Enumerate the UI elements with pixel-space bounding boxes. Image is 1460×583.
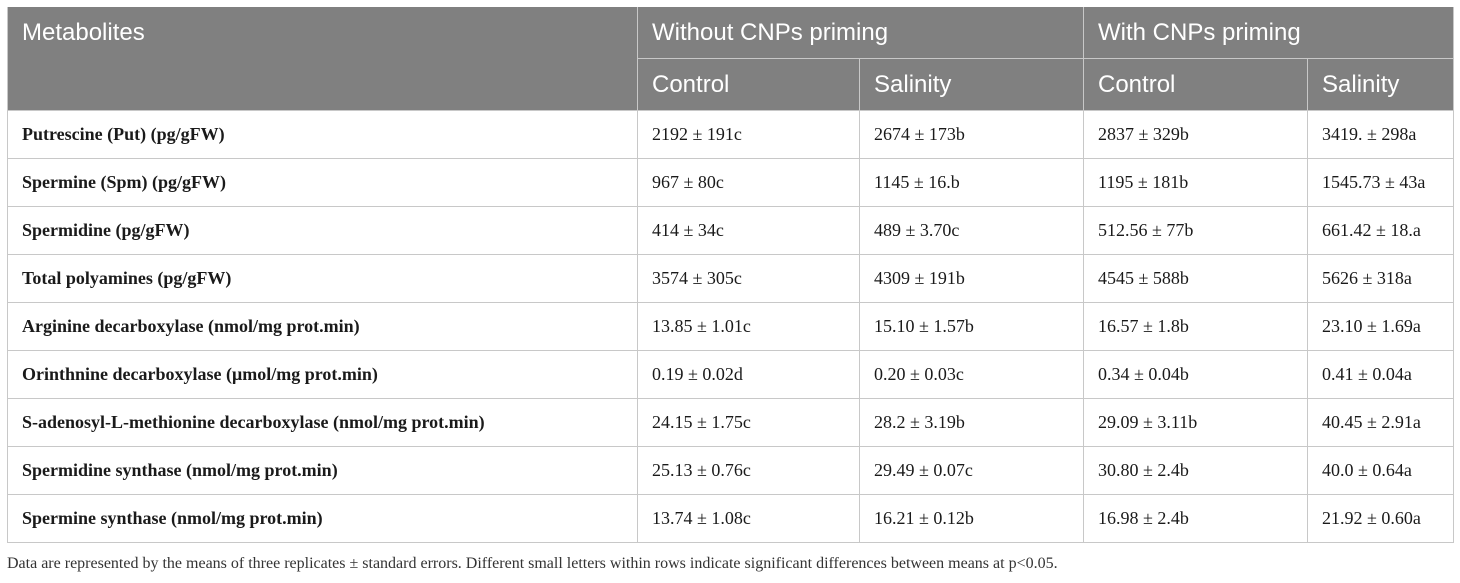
table-cell: 40.0 ± 0.64a <box>1306 446 1455 495</box>
table-cell: 24.15 ± 1.75c <box>637 398 860 447</box>
table-cell: 512.56 ± 77b <box>1083 206 1308 255</box>
table-cell: 3419. ± 298a <box>1306 110 1455 159</box>
table-cell: 30.80 ± 2.4b <box>1083 446 1308 495</box>
table-cell: 13.85 ± 1.01c <box>637 302 860 351</box>
table-cell: 28.2 ± 3.19b <box>859 398 1084 447</box>
row-label: Spermidine synthase (nmol/mg prot.min) <box>7 446 638 495</box>
table-cell: 0.19 ± 0.02d <box>637 350 860 399</box>
table-row: Spermidine (pg/gFW) 414 ± 34c 489 ± 3.70… <box>7 206 1455 255</box>
table-cell: 1145 ± 16.b <box>859 158 1084 207</box>
row-label: Orinthnine decarboxylase (μmol/mg prot.m… <box>7 350 638 399</box>
row-label: Spermidine (pg/gFW) <box>7 206 638 255</box>
with-control-header: Control <box>1083 58 1308 111</box>
table-cell: 0.34 ± 0.04b <box>1083 350 1308 399</box>
table-footnote: Data are represented by the means of thr… <box>7 555 1058 572</box>
row-label: Spermine (Spm) (pg/gFW) <box>7 158 638 207</box>
table-row: Arginine decarboxylase (nmol/mg prot.min… <box>7 302 1455 351</box>
without-control-header: Control <box>637 58 860 111</box>
table-cell: 0.41 ± 0.04a <box>1306 350 1455 399</box>
table-cell: 15.10 ± 1.57b <box>859 302 1084 351</box>
metabolites-column-header: Metabolites <box>7 7 638 111</box>
metabolites-table-container: Metabolites Without CNPs priming With CN… <box>7 7 1455 543</box>
table-cell: 16.57 ± 1.8b <box>1083 302 1308 351</box>
table-cell: 23.10 ± 1.69a <box>1306 302 1455 351</box>
table-cell: 967 ± 80c <box>637 158 860 207</box>
with-salinity-header: Salinity <box>1306 58 1455 111</box>
table-cell: 4545 ± 588b <box>1083 254 1308 303</box>
row-label: S-adenosyl-L-methionine decarboxylase (n… <box>7 398 638 447</box>
table-cell: 661.42 ± 18.a <box>1306 206 1455 255</box>
table-cell: 2674 ± 173b <box>859 110 1084 159</box>
table-header: Metabolites Without CNPs priming With CN… <box>7 7 1455 111</box>
table-row: Spermine synthase (nmol/mg prot.min) 13.… <box>7 494 1455 543</box>
table-row: Spermidine synthase (nmol/mg prot.min) 2… <box>7 446 1455 495</box>
table-cell: 4309 ± 191b <box>859 254 1084 303</box>
table-cell: 414 ± 34c <box>637 206 860 255</box>
table-cell: 40.45 ± 2.91a <box>1306 398 1455 447</box>
table-cell: 2837 ± 329b <box>1083 110 1308 159</box>
table-cell: 16.21 ± 0.12b <box>859 494 1084 543</box>
table-cell: 5626 ± 318a <box>1306 254 1455 303</box>
row-label: Total polyamines (pg/gFW) <box>7 254 638 303</box>
table-cell: 21.92 ± 0.60a <box>1306 494 1455 543</box>
table-row: Orinthnine decarboxylase (μmol/mg prot.m… <box>7 350 1455 399</box>
metabolites-table: Metabolites Without CNPs priming With CN… <box>7 7 1455 543</box>
table-cell: 25.13 ± 0.76c <box>637 446 860 495</box>
table-row: Total polyamines (pg/gFW) 3574 ± 305c 43… <box>7 254 1455 303</box>
table-cell: 13.74 ± 1.08c <box>637 494 860 543</box>
table-cell: 2192 ± 191c <box>637 110 860 159</box>
table-cell: 29.49 ± 0.07c <box>859 446 1084 495</box>
table-row: Putrescine (Put) (pg/gFW) 2192 ± 191c 26… <box>7 110 1455 159</box>
header-row-treatments: Control Salinity Control Salinity <box>8 58 1455 111</box>
table-cell: 1195 ± 181b <box>1083 158 1308 207</box>
row-label: Arginine decarboxylase (nmol/mg prot.min… <box>7 302 638 351</box>
row-label: Spermine synthase (nmol/mg prot.min) <box>7 494 638 543</box>
with-cnps-group-header: With CNPs priming <box>1082 7 1455 59</box>
header-row-groups: Metabolites Without CNPs priming With CN… <box>7 7 1455 111</box>
table-row: S-adenosyl-L-methionine decarboxylase (n… <box>7 398 1455 447</box>
row-label: Putrescine (Put) (pg/gFW) <box>7 110 638 159</box>
table-cell: 16.98 ± 2.4b <box>1083 494 1308 543</box>
without-cnps-group-header: Without CNPs priming <box>637 7 1084 59</box>
table-row: Spermine (Spm) (pg/gFW) 967 ± 80c 1145 ±… <box>7 158 1455 207</box>
table-cell: 3574 ± 305c <box>637 254 860 303</box>
without-salinity-header: Salinity <box>859 58 1084 111</box>
table-cell: 0.20 ± 0.03c <box>859 350 1084 399</box>
table-body: Putrescine (Put) (pg/gFW) 2192 ± 191c 26… <box>7 110 1455 543</box>
table-cell: 489 ± 3.70c <box>859 206 1084 255</box>
table-cell: 29.09 ± 3.11b <box>1083 398 1308 447</box>
table-cell: 1545.73 ± 43a <box>1306 158 1455 207</box>
